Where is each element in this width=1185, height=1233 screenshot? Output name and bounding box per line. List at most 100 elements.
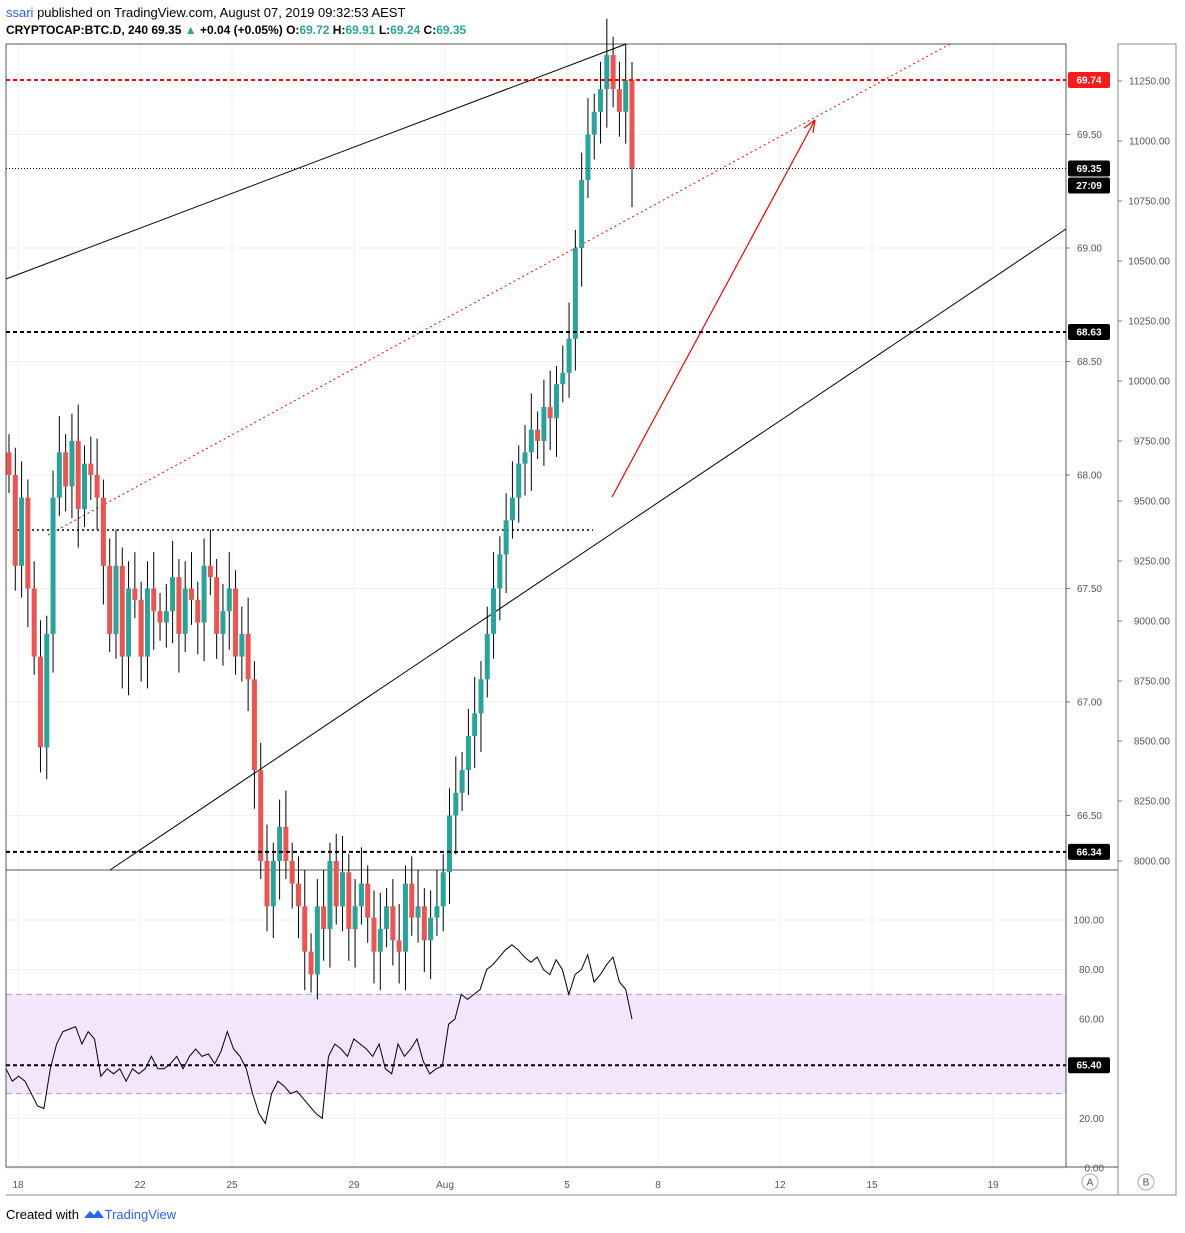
time-axis[interactable]: 18 22 25 29 Aug 5 8 12 15 19 A B <box>12 1173 1155 1191</box>
candle-body <box>340 872 346 907</box>
axis-badge-b: B <box>1137 1173 1155 1191</box>
candle-body <box>220 611 226 634</box>
candle-body <box>547 406 553 419</box>
axis-badge-a: A <box>1081 1173 1099 1191</box>
axis-badge-b-label[interactable]: B <box>1143 1178 1150 1189</box>
candle-body <box>82 463 88 510</box>
rsi-tick-label: 80.00 <box>1079 965 1104 976</box>
tag-label: 65.40 <box>1076 1061 1101 1072</box>
level-tag: 69.74 <box>1068 72 1110 89</box>
candle-body <box>69 440 75 487</box>
candle-body <box>226 588 232 612</box>
candle-body <box>107 565 113 634</box>
high-label: H: <box>332 23 346 37</box>
candle-body <box>453 792 459 816</box>
tradingview-link[interactable]: TradingView <box>104 1207 177 1222</box>
candle-body <box>239 633 245 657</box>
level-tag: 66.34 <box>1068 843 1110 860</box>
candle-body <box>333 860 339 907</box>
footer: Created with TradingView <box>6 1206 176 1224</box>
candle-body <box>119 565 125 657</box>
candle-body <box>447 815 453 873</box>
candle-body <box>6 452 12 475</box>
candle-body <box>37 656 43 748</box>
candle-body <box>415 906 421 918</box>
candle-body <box>509 497 515 521</box>
axis-badge-a-label[interactable]: A <box>1087 1178 1094 1189</box>
candle-body <box>358 883 364 907</box>
x-tick-label: 18 <box>12 1180 24 1191</box>
axis-badge-b-circle[interactable] <box>1137 1173 1155 1191</box>
price-change: +0.04 (+0.05%) <box>199 23 283 37</box>
candle-body <box>472 713 478 737</box>
x-tick-label: 22 <box>134 1180 146 1191</box>
x-tick-label: Aug <box>436 1180 454 1191</box>
publish-text: published on TradingView.com, August 07,… <box>33 5 406 20</box>
candle-body <box>465 736 471 771</box>
projection-line <box>47 43 951 536</box>
y-tick-label: 67.00 <box>1077 698 1102 709</box>
price-tags: 69.74 69.35 68.63 66.34 65.40 27:09 <box>1068 72 1110 1074</box>
tradingview-logo-icon[interactable] <box>83 1208 105 1220</box>
candle-body <box>314 906 320 975</box>
x-tick-label: 12 <box>774 1180 786 1191</box>
candle-body <box>491 588 497 634</box>
low-value: 69.24 <box>390 23 421 37</box>
countdown-tag: 27:09 <box>1068 177 1110 194</box>
rsi-line <box>5 944 633 1125</box>
candle-body <box>182 588 188 634</box>
candle-body <box>113 565 119 634</box>
candle-body <box>598 89 604 112</box>
candle-body <box>352 906 358 929</box>
candle-body <box>176 577 182 634</box>
x-tick-label: 5 <box>564 1180 570 1191</box>
candle-body <box>384 906 390 929</box>
candle-body <box>207 565 213 578</box>
rsi-tick-label: 0.00 <box>1085 1164 1105 1175</box>
trend-lines[interactable] <box>5 43 1067 871</box>
horizontal-levels[interactable] <box>6 79 1066 1067</box>
candle-body <box>623 80 629 112</box>
right-tick-label: 9750.00 <box>1134 437 1171 448</box>
candle-body <box>484 633 490 680</box>
candle-body <box>616 89 622 112</box>
candle-body <box>214 577 220 634</box>
candle-body <box>56 452 62 498</box>
pane-frames <box>5 43 1177 1196</box>
right-tick-label: 10250.00 <box>1128 317 1170 328</box>
candle-body <box>321 906 327 929</box>
open-value: 69.72 <box>299 23 330 37</box>
right-tick-label: 9500.00 <box>1134 497 1171 508</box>
right-tick-label: 11250.00 <box>1129 77 1170 88</box>
candle-body <box>579 179 585 248</box>
axis-badge-a-circle[interactable] <box>1081 1173 1099 1191</box>
author-name[interactable]: ssari <box>6 5 34 20</box>
price-axis[interactable]: 66.50 67.00 67.50 68.00 68.50 69.00 69.50 8000.… <box>1066 77 1170 868</box>
candle-body <box>31 588 37 657</box>
tag-label: 69.74 <box>1076 76 1101 87</box>
candle-body <box>195 599 201 623</box>
high-value: 69.91 <box>345 23 376 37</box>
candle-body <box>421 906 427 941</box>
candle-body <box>497 554 503 589</box>
candle-body <box>264 860 270 907</box>
right-tick-label: 8000.00 <box>1134 857 1171 868</box>
candle-body <box>629 80 635 169</box>
candle-body <box>459 770 465 793</box>
countdown-label: 27:09 <box>1076 181 1102 192</box>
candle-body <box>258 770 264 861</box>
candle-body <box>503 520 509 555</box>
candle-body <box>434 906 440 918</box>
tag-bg <box>1068 1057 1110 1074</box>
candle-body <box>94 475 100 498</box>
candle-body <box>163 611 169 623</box>
candles <box>6 18 635 1000</box>
symbol-label[interactable]: CRYPTOCAP:BTC.D, 240 <box>6 23 149 37</box>
right-tick-label: 9000.00 <box>1134 617 1171 628</box>
candle-body <box>522 452 528 464</box>
tag-label: 69.35 <box>1076 164 1101 175</box>
candle-body <box>126 588 132 657</box>
candle-body <box>365 883 371 918</box>
